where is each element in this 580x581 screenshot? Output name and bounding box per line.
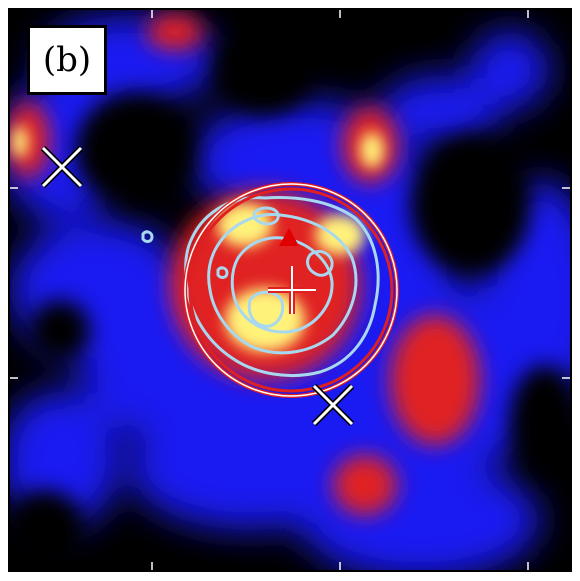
triangle-marker bbox=[279, 228, 299, 246]
contour-small-right bbox=[216, 266, 229, 279]
region-circle bbox=[183, 182, 399, 398]
tick-marks bbox=[10, 10, 570, 570]
yellow-emission bbox=[12, 126, 384, 352]
plot-frame bbox=[8, 8, 572, 572]
dark-voids bbox=[9, 25, 571, 570]
contour-mid bbox=[207, 213, 358, 355]
panel-label-text: (b) bbox=[42, 40, 92, 80]
panel-label: (b) bbox=[27, 25, 107, 95]
contour-core bbox=[247, 290, 285, 328]
intensity-map bbox=[9, 9, 571, 571]
plus-marker bbox=[268, 266, 316, 314]
x-marker-upper-left bbox=[40, 145, 84, 189]
contour-top bbox=[252, 206, 280, 226]
contour-knot bbox=[306, 250, 334, 277]
x-marker-lower-center bbox=[311, 383, 355, 427]
red-emission bbox=[9, 14, 480, 515]
contour-small-left bbox=[141, 230, 154, 243]
